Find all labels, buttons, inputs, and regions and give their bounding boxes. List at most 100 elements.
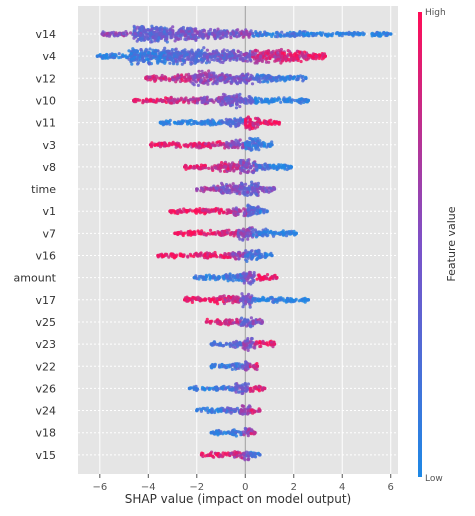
- swarm-point: [292, 77, 295, 80]
- swarm-point: [216, 321, 219, 324]
- swarm-point: [215, 386, 218, 389]
- swarm-point: [318, 53, 321, 56]
- swarm-point: [222, 31, 225, 34]
- swarm-point: [235, 278, 238, 281]
- swarm-point: [193, 74, 196, 77]
- swarm-point: [192, 255, 195, 258]
- swarm-point: [335, 32, 338, 35]
- swarm-point: [279, 79, 282, 82]
- swarm-extreme-point: [304, 77, 308, 81]
- swarm-point: [203, 188, 206, 191]
- swarm-point: [312, 32, 315, 35]
- swarm-point: [250, 148, 253, 151]
- swarm-point: [186, 122, 189, 125]
- swarm-point: [273, 231, 276, 234]
- swarm-point: [202, 33, 205, 36]
- swarm-extreme-point: [307, 298, 311, 302]
- swarm-point: [205, 76, 208, 79]
- swarm-point: [229, 344, 232, 347]
- swarm-point: [249, 166, 252, 169]
- swarm-point: [281, 59, 284, 62]
- swarm-point: [265, 343, 268, 346]
- swarm-point: [156, 143, 159, 146]
- swarm-point: [152, 52, 155, 55]
- swarm-point: [217, 121, 220, 124]
- swarm-point: [163, 75, 166, 78]
- swarm-point: [248, 55, 251, 58]
- swarm-point: [384, 34, 387, 37]
- swarm-point: [230, 388, 233, 391]
- swarm-point: [254, 49, 257, 52]
- swarm-point: [290, 57, 293, 60]
- swarm-point: [221, 385, 224, 388]
- swarm-point: [308, 54, 311, 57]
- swarm-extreme-point: [290, 165, 294, 169]
- swarm-extreme-point: [324, 54, 328, 58]
- swarm-point: [169, 36, 172, 39]
- swarm-extreme-point: [294, 232, 298, 236]
- swarm-point: [134, 32, 137, 35]
- swarm-point: [267, 61, 270, 64]
- swarm-point: [251, 299, 254, 302]
- swarm-point: [200, 97, 203, 100]
- swarm-point: [231, 103, 234, 106]
- swarm-extreme-point: [193, 276, 197, 280]
- swarm-point: [189, 230, 192, 233]
- swarm-point: [234, 55, 237, 58]
- swarm-point: [215, 388, 218, 391]
- swarm-point: [231, 252, 234, 255]
- swarm-point: [214, 166, 217, 169]
- swarm-point: [204, 71, 207, 74]
- swarm-point: [239, 51, 242, 54]
- swarm-point: [377, 34, 380, 37]
- swarm-point: [242, 279, 245, 282]
- swarm-point: [149, 57, 152, 60]
- swarm-extreme-point: [275, 276, 279, 280]
- swarm-extreme-point: [265, 209, 269, 213]
- swarm-point: [270, 187, 273, 190]
- swarm-point: [237, 35, 240, 38]
- swarm-point: [251, 230, 254, 233]
- swarm-point: [243, 347, 246, 350]
- swarm-point: [256, 34, 259, 37]
- swarm-point: [176, 100, 179, 103]
- swarm-point: [222, 344, 225, 347]
- swarm-point: [269, 164, 272, 167]
- swarm-point: [250, 206, 253, 209]
- swarm-point: [254, 252, 257, 255]
- swarm-point: [251, 255, 254, 258]
- swarm-point: [174, 255, 177, 258]
- swarm-point: [283, 52, 286, 55]
- swarm-extreme-point: [168, 209, 172, 213]
- swarm-point: [260, 253, 263, 256]
- swarm-point: [363, 32, 366, 35]
- swarm-point: [282, 34, 285, 37]
- swarm-point: [274, 35, 277, 38]
- swarm-point: [307, 32, 310, 35]
- swarm-point: [247, 207, 250, 210]
- swarm-point: [238, 143, 241, 146]
- swarm-point: [204, 254, 207, 257]
- swarm-point: [244, 183, 247, 186]
- swarm-point: [242, 59, 245, 62]
- swarm-point: [198, 141, 201, 144]
- swarm-point: [227, 143, 230, 146]
- swarm-point: [235, 164, 238, 167]
- swarm-point: [234, 257, 237, 260]
- swarm-point: [252, 234, 255, 237]
- swarm-point: [327, 32, 330, 35]
- swarm-point: [254, 144, 257, 147]
- swarm-point: [210, 165, 213, 168]
- swarm-point: [185, 296, 188, 299]
- swarm-point: [320, 33, 323, 36]
- swarm-point: [269, 119, 272, 122]
- swarm-point: [247, 276, 250, 279]
- swarm-point: [242, 169, 245, 172]
- swarm-point: [148, 47, 151, 50]
- swarm-point: [251, 127, 254, 130]
- swarm-point: [197, 49, 200, 52]
- swarm-point: [243, 213, 246, 216]
- swarm-point: [293, 32, 296, 35]
- swarm-point: [248, 124, 251, 127]
